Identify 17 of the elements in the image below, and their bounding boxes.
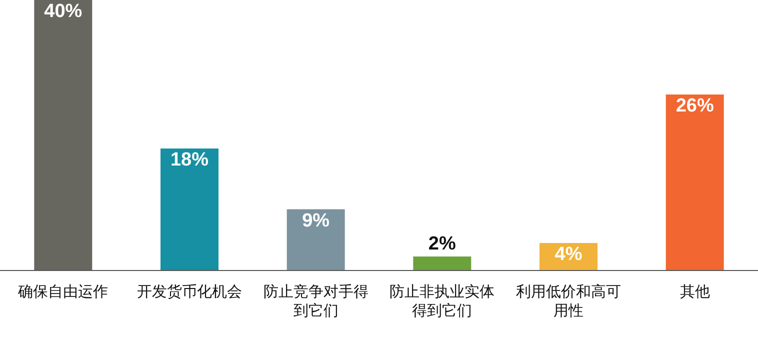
x-tick-label: 确保自由运作 bbox=[17, 282, 108, 300]
x-tick-label: 防止竞争对手得到它们 bbox=[263, 282, 368, 320]
data-label: 9% bbox=[302, 210, 330, 232]
bar bbox=[160, 148, 218, 270]
x-tick-label: 其他 bbox=[680, 282, 710, 300]
bar bbox=[413, 256, 472, 270]
data-label: 2% bbox=[428, 234, 456, 254]
data-label: 40% bbox=[44, 1, 82, 22]
data-label: 4% bbox=[554, 244, 582, 265]
bar bbox=[666, 94, 724, 270]
x-tick-label: 防止非执业实体得到它们 bbox=[390, 282, 495, 320]
x-tick-label: 利用低价和高可用性 bbox=[516, 282, 621, 320]
data-label: 26% bbox=[676, 96, 714, 116]
data-label: 18% bbox=[170, 150, 209, 170]
x-tick-label: 开发货币化机会 bbox=[137, 282, 242, 300]
bar bbox=[286, 209, 345, 270]
bar bbox=[34, 0, 92, 270]
